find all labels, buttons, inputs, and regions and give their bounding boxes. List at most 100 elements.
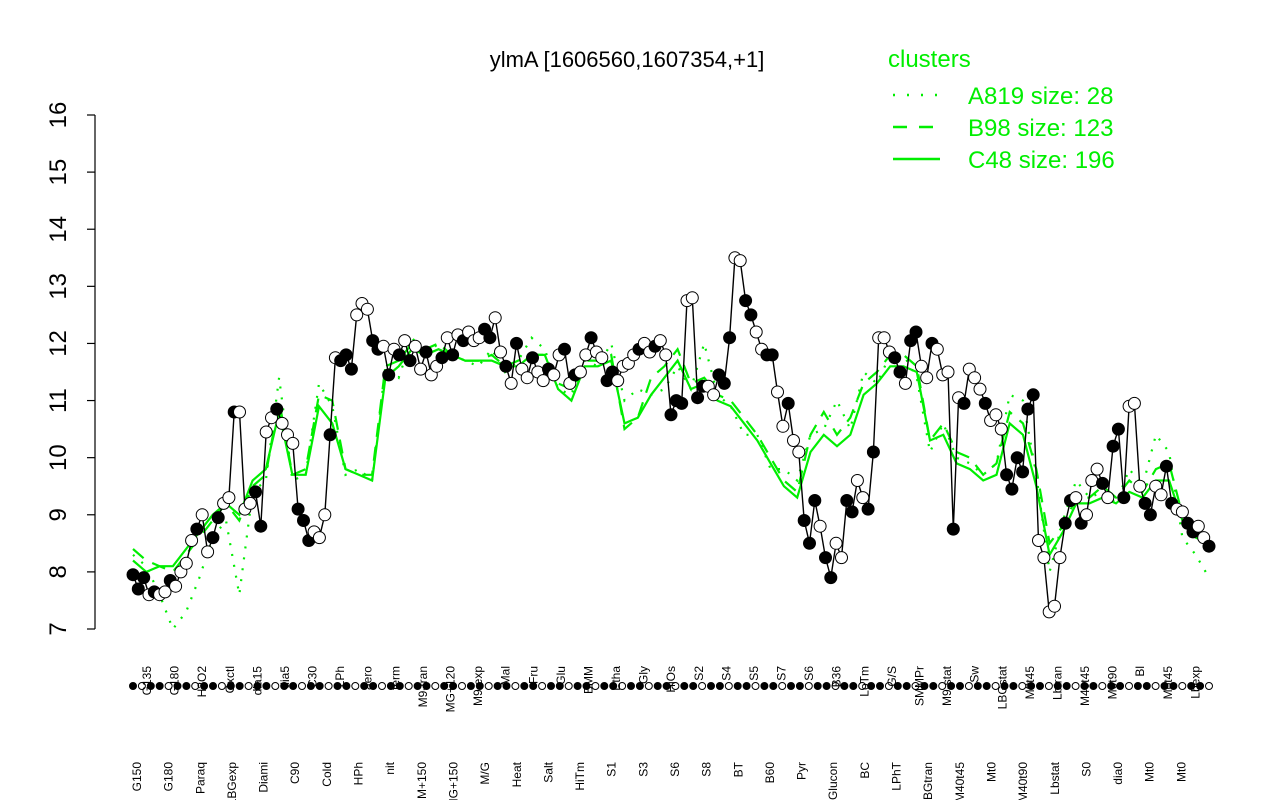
data-point (558, 342, 571, 356)
data-point (1159, 459, 1173, 473)
data-point (893, 365, 907, 379)
x-tick-label: Diami (257, 762, 271, 793)
x-tick-label: Lbtran (1051, 666, 1065, 700)
data-point (1016, 465, 1030, 479)
data-point (547, 368, 561, 382)
data-point (185, 534, 199, 547)
x-tick-marker (609, 682, 618, 690)
data-point (1138, 496, 1152, 510)
x-tick-label: G180 (162, 762, 176, 792)
data-point (286, 436, 300, 450)
x-tick-marker (360, 682, 369, 690)
x-tick-marker (484, 682, 493, 690)
x-tick-label: HiOs (664, 666, 678, 693)
x-tick-label: Salt (541, 761, 555, 782)
data-point (275, 416, 289, 430)
data-point (909, 325, 923, 339)
x-tick-marker (1133, 682, 1142, 690)
data-point (1026, 388, 1040, 402)
x-tick-label: S3 (636, 762, 650, 777)
x-tick-marker (458, 682, 466, 690)
x-tick-marker (1160, 682, 1169, 690)
x-tick-label: Mt0 (985, 762, 999, 782)
data-point (1127, 396, 1141, 410)
data-point (403, 354, 417, 368)
data-point (946, 522, 960, 536)
x-tick-marker (1000, 682, 1009, 690)
x-tick-label: Fru (526, 666, 540, 684)
x-tick-marker (511, 682, 520, 690)
data-point (989, 408, 1003, 422)
x-tick-marker (795, 682, 804, 690)
data-point (520, 371, 534, 385)
x-tick-marker (440, 682, 449, 690)
x-tick-label: Glucon (826, 762, 840, 800)
data-point (510, 336, 523, 350)
data-point (973, 382, 987, 396)
data-point (675, 396, 689, 410)
y-tick-label: 9 (45, 508, 72, 521)
x-tick-marker (395, 682, 404, 690)
x-tick-marker (698, 682, 707, 690)
data-point (318, 508, 332, 522)
x-tick-marker (1178, 682, 1187, 690)
data-point (169, 579, 183, 593)
x-tick-marker (235, 682, 244, 690)
x-tick-marker (760, 682, 769, 690)
x-tick-label: Bl (1133, 666, 1147, 677)
data-point (504, 376, 518, 390)
x-tick-label: B36 (830, 666, 844, 688)
data-point (536, 374, 550, 388)
x-tick-label: S6 (668, 762, 682, 777)
x-tick-marker (573, 682, 582, 690)
data-point (733, 254, 747, 268)
x-tick-marker (564, 682, 573, 690)
data-point (1037, 551, 1051, 565)
x-tick-marker (893, 682, 902, 690)
data-point (499, 359, 513, 373)
x-tick-label: C30 (306, 666, 320, 688)
data-point (781, 396, 795, 410)
data-point (1133, 479, 1147, 493)
data-point (877, 331, 891, 345)
x-tick-label: HPh (352, 762, 366, 785)
data-point (707, 388, 721, 402)
x-tick-label: S0 (1079, 762, 1093, 777)
x-tick-label: Etha (609, 666, 623, 691)
x-tick-label: M40t45 (953, 762, 967, 800)
x-tick-label: Lbstat (1048, 761, 1062, 794)
x-tick-label: BT (731, 761, 745, 777)
x-tick-marker (964, 682, 973, 690)
y-tick-label: 13 (45, 273, 72, 300)
x-tick-marker (520, 682, 529, 690)
data-point (765, 348, 779, 362)
x-tick-marker (226, 682, 235, 690)
chart-title: ylmA [1606560,1607354,+1] (490, 47, 765, 72)
x-tick-marker (182, 682, 191, 690)
x-tick-label: SMMPr (913, 666, 927, 706)
x-tick-label: LBGtran (921, 762, 935, 800)
x-tick-label: Lbexp (1188, 666, 1202, 699)
x-tick-label: LoTm (857, 666, 871, 697)
data-point (291, 502, 305, 516)
data-points (126, 251, 1216, 619)
x-tick-label: nit (383, 761, 397, 774)
x-tick-marker (876, 682, 884, 690)
x-tick-marker (911, 682, 920, 690)
data-point (254, 519, 268, 533)
x-tick-marker (333, 682, 342, 690)
data-point (824, 571, 838, 585)
legend: clusters A819 size: 28 B98 size: 123 C48 s… (888, 46, 1115, 174)
data-point (930, 342, 944, 356)
data-point (888, 351, 902, 365)
x-tick-marker (209, 682, 217, 690)
data-point (360, 302, 374, 316)
data-point (771, 385, 784, 399)
x-tick-label: Paraq (193, 762, 207, 794)
y-axis-ticks: 7 8 9 10 11 12 13 14 15 16 (45, 102, 95, 636)
x-tick-marker (742, 682, 751, 690)
x-tick-label: S1 (605, 762, 619, 777)
data-point (653, 334, 667, 348)
data-point (1080, 508, 1093, 522)
x-tick-marker (431, 682, 440, 690)
